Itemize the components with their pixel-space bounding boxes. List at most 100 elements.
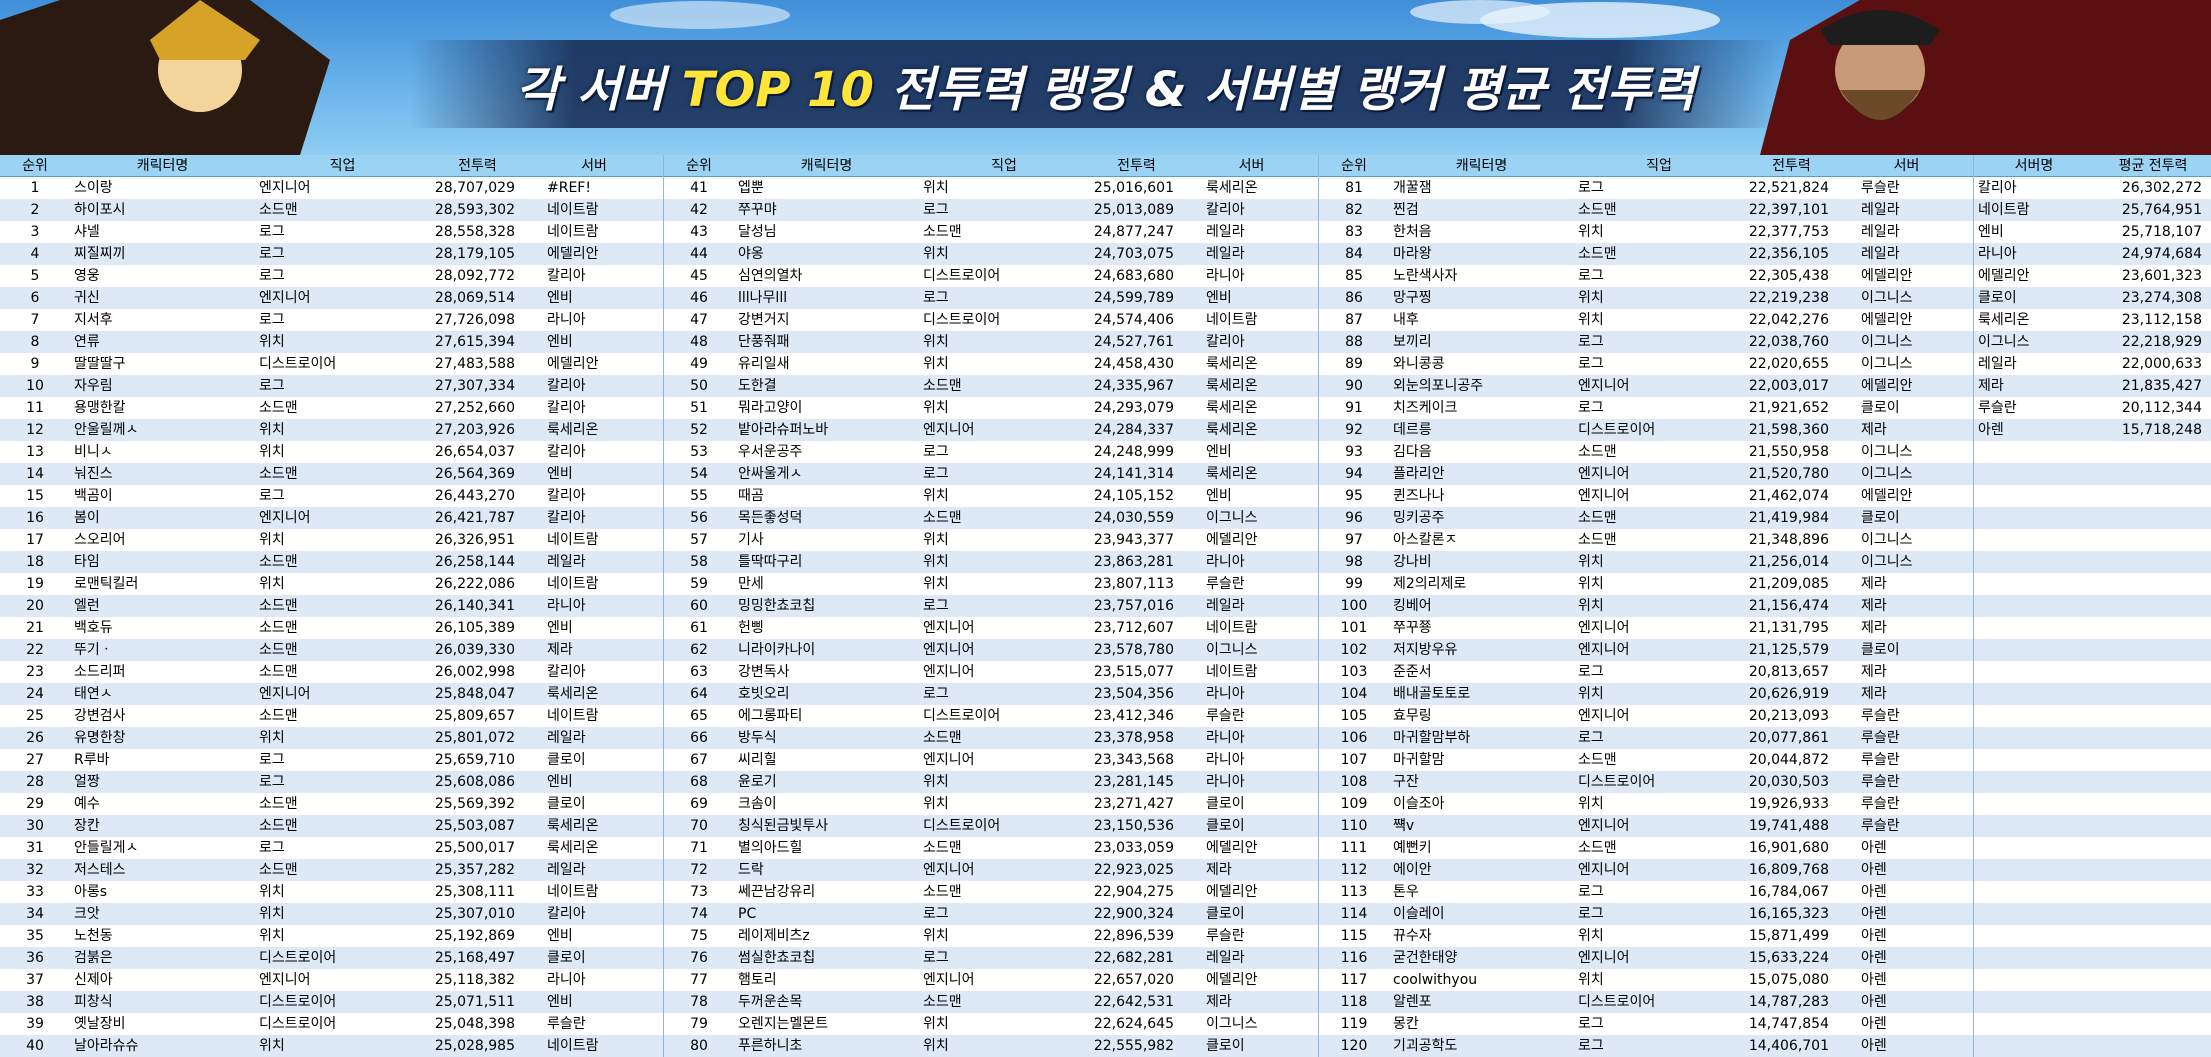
character-name: 강변거지 <box>734 309 919 331</box>
job: 소드맨 <box>255 199 430 221</box>
server: 레일라 <box>525 727 663 749</box>
character-name: 스오리어 <box>70 529 255 551</box>
column-header: 순위 <box>664 155 734 177</box>
empty-cell <box>2094 441 2211 463</box>
empty-cell <box>2094 727 2211 749</box>
character-name: 망구찡 <box>1389 287 1574 309</box>
server: #REF! <box>525 177 663 199</box>
job: 디스트로이어 <box>919 705 1089 727</box>
power: 23,150,536 <box>1089 815 1184 837</box>
job: 로그 <box>1574 881 1744 903</box>
rank: 67 <box>664 749 734 771</box>
server: 제라 <box>1184 859 1319 881</box>
job: 로그 <box>255 375 430 397</box>
server: 룩세리온 <box>1184 463 1319 485</box>
power: 25,848,047 <box>430 683 525 705</box>
job: 엔지니어 <box>1574 463 1744 485</box>
rank: 39 <box>0 1013 70 1035</box>
character-name: 틀딱따구리 <box>734 551 919 573</box>
server: 룩세리온 <box>1184 177 1319 199</box>
power: 19,926,933 <box>1744 793 1839 815</box>
empty-cell <box>1974 573 2094 595</box>
job: 소드맨 <box>255 397 430 419</box>
title-band <box>410 40 1780 128</box>
job: 로그 <box>255 309 430 331</box>
rank: 87 <box>1319 309 1389 331</box>
character-name: 얼짱 <box>70 771 255 793</box>
character-name: 쭈꾸먀 <box>734 199 919 221</box>
character-name: 단풍줘패 <box>734 331 919 353</box>
rank: 97 <box>1319 529 1389 551</box>
empty-cell <box>1974 727 2094 749</box>
empty-cell <box>2094 617 2211 639</box>
rank: 102 <box>1319 639 1389 661</box>
job: 로그 <box>1574 331 1744 353</box>
job: 소드맨 <box>1574 529 1744 551</box>
character-name: 김다음 <box>1389 441 1574 463</box>
power: 24,284,337 <box>1089 419 1184 441</box>
job: 디스트로이어 <box>1574 419 1744 441</box>
character-name: 굳건한태양 <box>1389 947 1574 969</box>
job: 위치 <box>1574 793 1744 815</box>
power: 22,305,438 <box>1744 265 1839 287</box>
rank: 13 <box>0 441 70 463</box>
power: 20,213,093 <box>1744 705 1839 727</box>
server-name: 루슬란 <box>1974 397 2094 419</box>
server: 네이트람 <box>525 881 663 903</box>
average-power: 23,601,323 <box>2094 265 2211 287</box>
ranking-table: 순위 캐릭터명 직업 전투력 서버 81 개꿀잼 로그 22,521,824 루슬란 82 찐검 소드맨… <box>1318 155 1974 1057</box>
rank: 37 <box>0 969 70 991</box>
character-name: 오렌지는멜몬트 <box>734 1013 919 1035</box>
server: 에델리안 <box>1839 309 1974 331</box>
power: 24,030,559 <box>1089 507 1184 529</box>
job: 디스트로이어 <box>255 353 430 375</box>
column-header: 평균 전투력 <box>2094 155 2211 177</box>
job: 디스트로이어 <box>919 309 1089 331</box>
character-name: 에그롱파티 <box>734 705 919 727</box>
rank: 50 <box>664 375 734 397</box>
power: 25,569,392 <box>430 793 525 815</box>
empty-cell <box>2094 793 2211 815</box>
server: 룩세리온 <box>525 837 663 859</box>
server: 칼리아 <box>525 507 663 529</box>
rank: 117 <box>1319 969 1389 991</box>
average-power: 22,218,929 <box>2094 331 2211 353</box>
rank: 41 <box>664 177 734 199</box>
character-name: 만세 <box>734 573 919 595</box>
empty-cell <box>2094 705 2211 727</box>
empty-cell <box>2094 749 2211 771</box>
server: 네이트람 <box>525 573 663 595</box>
rank: 109 <box>1319 793 1389 815</box>
power: 25,016,601 <box>1089 177 1184 199</box>
empty-cell <box>2094 1013 2211 1035</box>
job: 위치 <box>1574 925 1744 947</box>
character-name: 날아라슈슈 <box>70 1035 255 1057</box>
character-name: 스이랑 <box>70 177 255 199</box>
power: 25,659,710 <box>430 749 525 771</box>
rank: 110 <box>1319 815 1389 837</box>
server: 이그니스 <box>1839 353 1974 375</box>
server: 이그니스 <box>1839 529 1974 551</box>
rank: 96 <box>1319 507 1389 529</box>
job: 엔지니어 <box>1574 815 1744 837</box>
server: 네이트람 <box>525 705 663 727</box>
server: 엔비 <box>525 991 663 1013</box>
job: 로그 <box>1574 397 1744 419</box>
server: 라니아 <box>1184 749 1319 771</box>
job: 엔지니어 <box>919 661 1089 683</box>
power: 23,504,356 <box>1089 683 1184 705</box>
job: 소드맨 <box>255 661 430 683</box>
power: 16,809,768 <box>1744 859 1839 881</box>
character-name: 찌질찌끼 <box>70 243 255 265</box>
job: 디스트로이어 <box>919 265 1089 287</box>
power: 26,258,144 <box>430 551 525 573</box>
power: 22,923,025 <box>1089 859 1184 881</box>
rank: 45 <box>664 265 734 287</box>
job: 엔지니어 <box>919 639 1089 661</box>
rank: 18 <box>0 551 70 573</box>
character-name: coolwithyou <box>1389 969 1574 991</box>
server: 룩세리온 <box>1184 397 1319 419</box>
character-name: 보끼리 <box>1389 331 1574 353</box>
rank: 42 <box>664 199 734 221</box>
